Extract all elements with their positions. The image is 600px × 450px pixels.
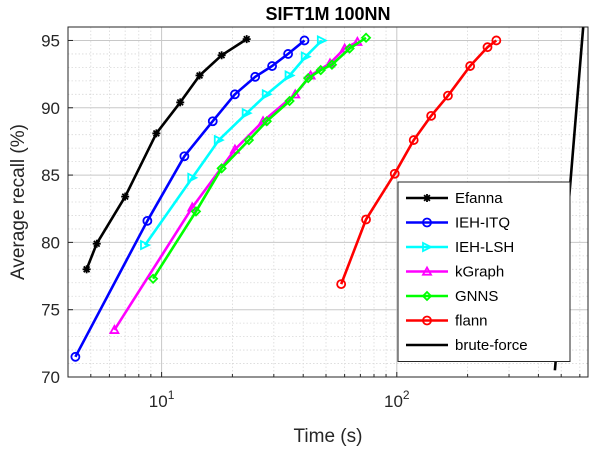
series-marker (121, 193, 129, 201)
series-marker (142, 215, 153, 226)
series-marker (284, 70, 296, 81)
legend-box (397, 181, 571, 362)
series-marker (190, 206, 202, 217)
x-tick-label: 102 (384, 388, 410, 411)
series-marker (336, 279, 347, 290)
y-tick-label: 95 (41, 31, 60, 50)
y-tick-label: 90 (41, 99, 60, 118)
series-efanna (82, 35, 251, 274)
y-axis-ticks: 70 75 80 85 90 95 (41, 31, 73, 387)
series-marker (408, 135, 419, 145)
series-line-ieh-itq (74, 39, 306, 358)
series-marker (300, 51, 312, 63)
series-marker (422, 315, 432, 326)
series-marker (299, 35, 310, 46)
series-marker (482, 42, 493, 53)
series-marker (267, 61, 278, 71)
legend-label: brute-force (455, 337, 528, 354)
series-marker (261, 88, 273, 100)
series-marker (465, 61, 476, 71)
legend-label: GNNS (455, 288, 498, 305)
series-marker (421, 290, 433, 302)
legend-entry-ieh-lsh: IEH-LSH (406, 239, 514, 256)
series-marker (147, 273, 159, 285)
series-marker (360, 32, 372, 44)
series-marker (361, 214, 371, 225)
legend-entry-gnns: GNNS (406, 288, 498, 305)
series-marker (344, 43, 355, 54)
legend-entry-ieh-itq: IEH-ITQ (406, 215, 510, 232)
series-marker (326, 59, 338, 70)
series-marker (207, 116, 218, 127)
legend-entry-brute-force: brute-force (406, 337, 528, 354)
series-marker (289, 88, 301, 99)
legend-label: flann (455, 313, 488, 330)
series-marker (196, 71, 204, 79)
series-marker (140, 239, 152, 251)
series-marker (250, 71, 261, 82)
legend-label: Efanna (455, 190, 503, 207)
legend-entry-flann: flann (406, 313, 488, 330)
series-marker (230, 89, 240, 100)
x-axis-ticks: 101 102 (67, 372, 581, 411)
series-marker (93, 240, 101, 248)
series-marker (108, 324, 120, 334)
legend-label: kGraph (455, 264, 504, 281)
legend-entry-efanna: Efanna (406, 190, 503, 207)
series-marker (302, 72, 314, 84)
legend-label: IEH-ITQ (455, 215, 510, 232)
series-flann (336, 35, 502, 290)
series-marker (389, 168, 400, 179)
chart-title: SIFT1M 100NN (265, 4, 390, 24)
series-marker (423, 194, 431, 202)
series-marker (243, 134, 255, 146)
x-axis-label: Time (s) (294, 426, 363, 447)
series-ieh-lsh (140, 35, 328, 251)
legend: Efanna IEH-ITQ IEH-LSH kGraph GNNS flann brute… (397, 181, 571, 362)
series-marker (176, 98, 184, 106)
series-line-gnns (152, 36, 367, 280)
legend-entry-kgraph: kGraph (406, 264, 504, 281)
series-marker (70, 351, 81, 362)
series-layer (70, 27, 585, 371)
series-marker (261, 115, 273, 127)
series-marker (422, 217, 432, 228)
series-marker (315, 64, 327, 76)
series-marker (426, 110, 437, 121)
series-marker (443, 90, 453, 101)
series-line-flann (339, 39, 498, 285)
series-ieh-itq (70, 35, 310, 362)
series-marker (284, 95, 295, 107)
plot-frame (67, 26, 589, 378)
y-tick-label: 85 (41, 166, 60, 185)
series-marker (218, 51, 226, 59)
series-marker (83, 265, 91, 273)
series-marker (243, 35, 251, 43)
series-marker (283, 49, 293, 59)
series-marker (216, 163, 227, 174)
y-tick-label: 75 (41, 301, 60, 320)
series-marker (241, 107, 253, 119)
series-marker (213, 134, 225, 146)
series-gnns (147, 32, 372, 285)
series-marker (421, 265, 433, 276)
series-marker (491, 35, 502, 46)
series-marker (152, 129, 160, 137)
series-marker (316, 35, 328, 46)
y-tick-label: 70 (41, 368, 60, 387)
y-tick-label: 80 (41, 233, 60, 252)
series-line-efanna (85, 38, 248, 270)
x-tick-label: 101 (149, 388, 175, 411)
series-marker (422, 241, 434, 253)
series-marker (187, 172, 199, 184)
series-marker (179, 151, 190, 162)
legend-label: IEH-LSH (455, 239, 514, 256)
y-axis-label: Average recall (%) (8, 124, 29, 280)
